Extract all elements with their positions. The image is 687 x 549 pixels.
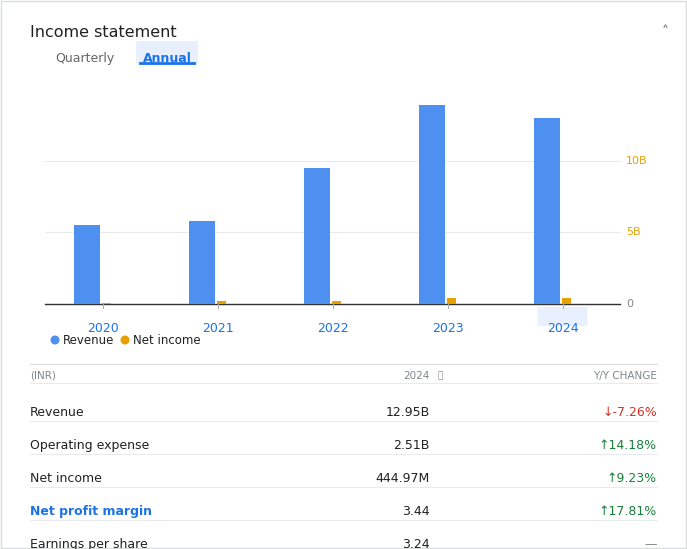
Text: Earnings per share: Earnings per share [30, 538, 148, 549]
Text: Operating expense: Operating expense [30, 439, 149, 452]
Text: ↓-7.26%: ↓-7.26% [602, 406, 657, 419]
Text: ˄: ˄ [662, 25, 669, 39]
Bar [332, 301, 341, 304]
Text: 3.44: 3.44 [403, 505, 430, 518]
Text: Net income: Net income [30, 472, 102, 485]
FancyBboxPatch shape [537, 307, 587, 326]
Text: 2020: 2020 [87, 322, 118, 335]
Text: 444.97M: 444.97M [376, 472, 430, 485]
Text: 2021: 2021 [202, 322, 234, 335]
Text: (INR): (INR) [30, 371, 56, 381]
Text: ↑9.23%: ↑9.23% [607, 472, 657, 485]
Text: 0: 0 [626, 299, 633, 309]
Bar [534, 119, 560, 304]
FancyBboxPatch shape [136, 41, 198, 65]
Text: Quarterly: Quarterly [55, 52, 114, 65]
Text: ⓘ: ⓘ [438, 371, 443, 380]
Text: Revenue: Revenue [63, 333, 114, 346]
Text: 2024: 2024 [404, 371, 430, 381]
Text: 2023: 2023 [431, 322, 463, 335]
Text: 3.24: 3.24 [403, 538, 430, 549]
Text: ↑14.18%: ↑14.18% [599, 439, 657, 452]
Text: Net income: Net income [133, 333, 201, 346]
Bar [190, 221, 215, 304]
Text: —: — [644, 538, 657, 549]
Text: Revenue: Revenue [30, 406, 85, 419]
Text: 2.51B: 2.51B [394, 439, 430, 452]
Bar [102, 303, 111, 304]
Text: 10B: 10B [626, 156, 648, 166]
Text: Income statement: Income statement [30, 25, 177, 40]
Circle shape [51, 335, 60, 345]
Text: 2024: 2024 [547, 322, 578, 335]
Bar [562, 298, 571, 304]
Text: 2022: 2022 [317, 322, 348, 335]
Text: 5B: 5B [626, 227, 640, 237]
Bar [304, 168, 330, 304]
Text: Net profit margin: Net profit margin [30, 505, 152, 518]
Circle shape [120, 335, 130, 345]
Bar [447, 298, 456, 304]
Bar [216, 301, 226, 304]
Bar [420, 105, 444, 304]
Text: ↑17.81%: ↑17.81% [599, 505, 657, 518]
Bar [74, 225, 100, 304]
Text: Y/Y CHANGE: Y/Y CHANGE [593, 371, 657, 381]
Text: 12.95B: 12.95B [385, 406, 430, 419]
Text: Annual: Annual [143, 52, 192, 65]
